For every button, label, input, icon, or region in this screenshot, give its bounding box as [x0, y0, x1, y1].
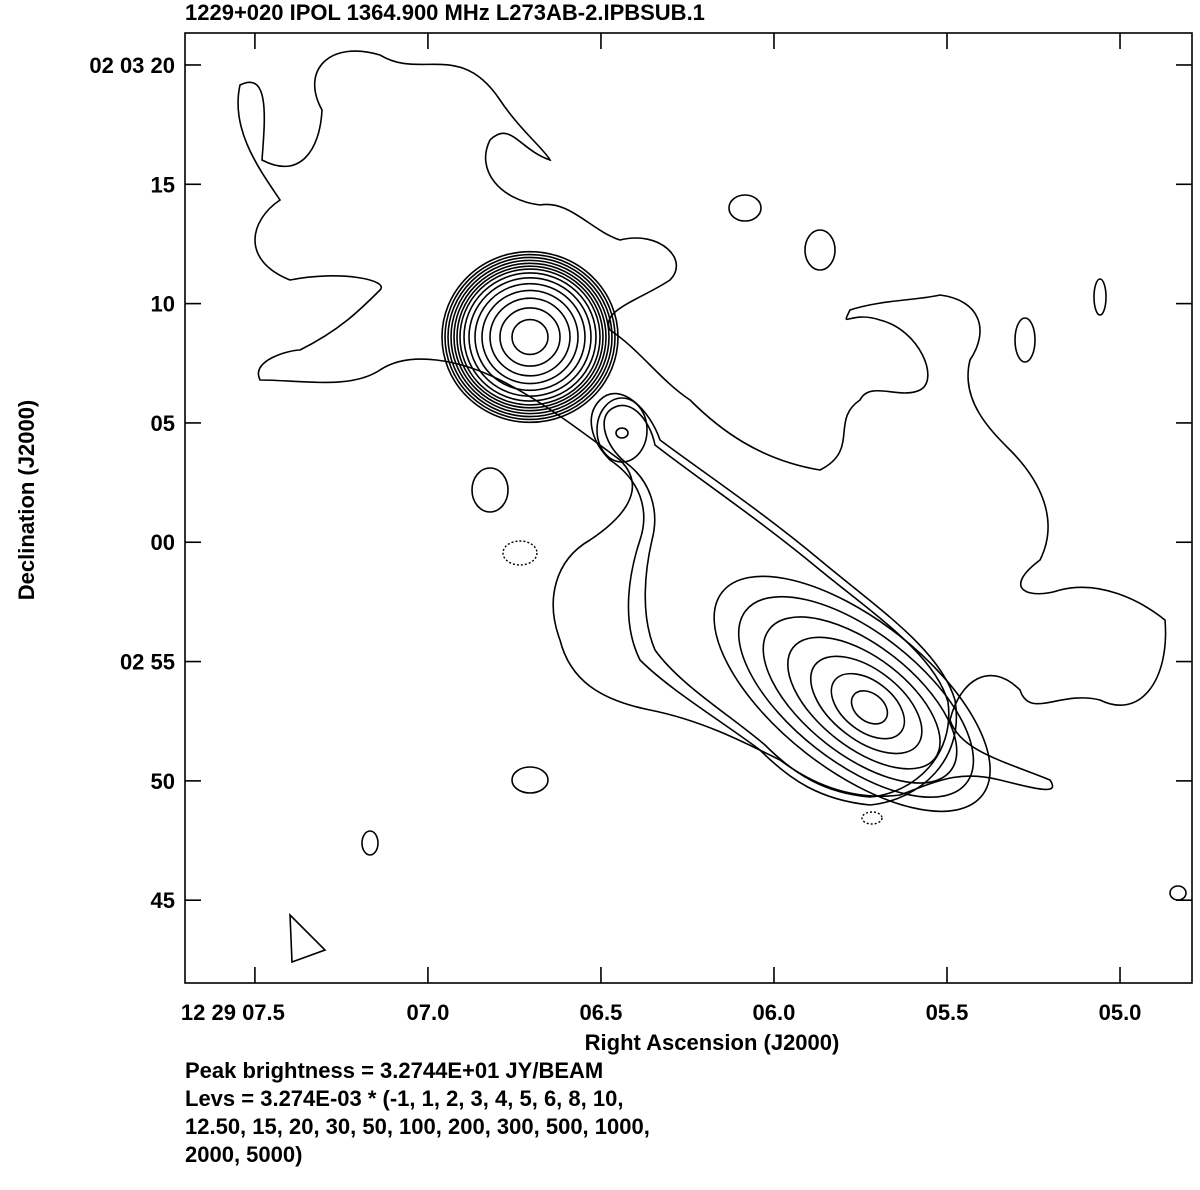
contour — [804, 229, 836, 271]
contour — [499, 307, 561, 367]
contour — [596, 397, 648, 463]
contour — [713, 575, 991, 813]
contour — [468, 277, 592, 397]
x-axis-label: Right Ascension (J2000) — [585, 1030, 840, 1055]
contour — [450, 259, 610, 415]
x-tick-label: 05.5 — [926, 1000, 969, 1025]
contour — [809, 655, 923, 755]
contour — [361, 830, 379, 856]
contour — [728, 194, 762, 222]
x-tick-label: 07.0 — [407, 1000, 450, 1025]
note: Levs = 3.274E-03 * (-1, 1, 2, 3, 4, 5, 6… — [185, 1086, 623, 1111]
contour — [1169, 885, 1187, 901]
contour — [463, 272, 597, 402]
plot-frame — [184, 32, 1193, 984]
contour — [511, 766, 549, 794]
x-tick-label: 05.0 — [1099, 1000, 1142, 1025]
contour — [762, 616, 958, 784]
contour — [289, 912, 327, 964]
core — [441, 250, 619, 424]
y-tick-label: 45 — [151, 888, 175, 913]
contour — [474, 282, 586, 392]
negative-contour — [502, 540, 538, 566]
note: 12.50, 15, 20, 30, 50, 100, 200, 300, 50… — [185, 1114, 650, 1139]
y-tick-label: 00 — [151, 530, 175, 555]
contour — [237, 50, 1167, 798]
y-tick-label: 15 — [151, 172, 175, 197]
contour — [511, 318, 549, 356]
contour — [850, 690, 889, 725]
y-tick-label: 10 — [151, 292, 175, 317]
note: Peak brightness = 3.2744E+01 JY/BEAM — [185, 1058, 603, 1083]
contour — [603, 404, 950, 798]
contour — [1014, 317, 1036, 363]
y-tick-label: 50 — [151, 769, 175, 794]
contour — [1093, 278, 1107, 316]
contour — [453, 262, 607, 412]
contour — [441, 250, 619, 424]
y-axis-label: Declination (J2000) — [14, 400, 39, 601]
contours — [237, 50, 1187, 964]
contour — [481, 289, 579, 385]
contour — [444, 253, 616, 421]
negative-contour — [861, 811, 883, 825]
contour — [590, 392, 958, 806]
x-tick-label: 06.0 — [753, 1000, 796, 1025]
y-tick-label: 02 03 20 — [89, 53, 175, 78]
contour — [489, 297, 571, 377]
contour — [737, 595, 975, 798]
note: 2000, 5000) — [185, 1142, 302, 1167]
contour — [459, 268, 601, 406]
contour — [786, 636, 941, 770]
contour — [447, 256, 613, 418]
x-tick-label: 06.5 — [580, 1000, 623, 1025]
contour — [456, 265, 604, 409]
y-tick-label: 05 — [151, 411, 175, 436]
contour — [615, 427, 629, 439]
contour — [830, 672, 906, 740]
y-tick-label: 02 55 — [120, 650, 175, 675]
chart-title: 1229+020 IPOL 1364.900 MHz L273AB-2.IPBS… — [185, 0, 705, 25]
contour — [471, 467, 509, 513]
x-tick-label: 12 29 07.5 — [181, 1000, 285, 1025]
